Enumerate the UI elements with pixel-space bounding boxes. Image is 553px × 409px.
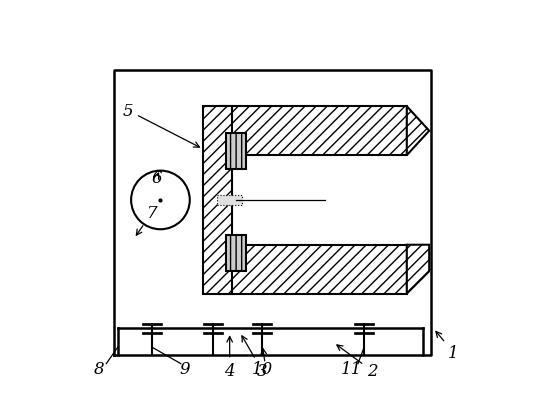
Bar bbox=[217, 195, 242, 206]
Text: 5: 5 bbox=[123, 103, 200, 148]
Polygon shape bbox=[407, 245, 429, 294]
Text: 1: 1 bbox=[436, 332, 459, 361]
Bar bbox=[203, 107, 232, 294]
Text: 4: 4 bbox=[225, 337, 235, 380]
Text: 7: 7 bbox=[137, 204, 158, 236]
Text: 9: 9 bbox=[180, 361, 190, 378]
Text: 3: 3 bbox=[242, 336, 268, 380]
Text: 11: 11 bbox=[341, 361, 362, 378]
Bar bbox=[226, 235, 246, 272]
Text: 6: 6 bbox=[151, 170, 161, 187]
Polygon shape bbox=[407, 107, 429, 156]
Text: 2: 2 bbox=[337, 345, 378, 380]
Bar bbox=[220, 107, 407, 156]
Bar bbox=[220, 245, 407, 294]
Bar bbox=[226, 133, 246, 170]
Text: 8: 8 bbox=[94, 361, 105, 378]
Text: 10: 10 bbox=[252, 361, 273, 378]
